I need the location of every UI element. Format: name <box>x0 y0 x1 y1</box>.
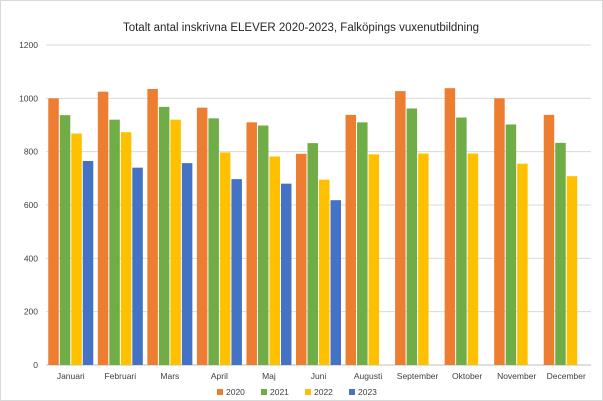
x-tick-label: Juni <box>311 371 327 381</box>
bar-2022-september <box>418 153 429 365</box>
bar-2020-december <box>543 114 555 365</box>
bar-2023-maj <box>280 183 292 365</box>
bar-2022-oktober <box>467 153 479 365</box>
x-tick-label: Mars <box>160 371 179 381</box>
bar-2022-juni <box>319 179 330 365</box>
bar-2020-mars <box>147 89 158 365</box>
bar-2021-maj <box>257 125 269 366</box>
legend-label-2023: 2023 <box>358 387 377 397</box>
legend-swatch-2020 <box>217 389 223 395</box>
bar-2020-juni <box>296 153 307 365</box>
bar-2022-december <box>566 176 578 365</box>
bar-2022-maj <box>269 156 280 365</box>
bar-2022-mars <box>170 119 181 366</box>
bar-2022-november <box>517 163 528 365</box>
bar-2022-augusti <box>368 154 380 365</box>
bar-2021-oktober <box>456 117 467 366</box>
x-tick-label: Februari <box>104 371 136 381</box>
bars <box>48 88 578 366</box>
bar-2022-januari <box>71 133 82 365</box>
bar-2021-februari <box>109 119 120 366</box>
y-tick-label: 1200 <box>19 40 38 50</box>
y-tick-label: 1000 <box>19 93 38 103</box>
bar-2021-november <box>505 124 517 365</box>
bar-2020-oktober <box>444 88 456 365</box>
y-tick-label: 0 <box>33 360 38 370</box>
legend-label-2020: 2020 <box>226 387 245 397</box>
bar-2020-maj <box>246 122 257 365</box>
y-tick-label: 800 <box>24 147 38 157</box>
x-tick-label: Maj <box>262 371 276 381</box>
x-tick-label: Oktober <box>452 371 482 381</box>
bar-2021-december <box>555 142 566 365</box>
bar-2023-juni <box>330 200 341 365</box>
bar-2020-februari <box>97 91 109 366</box>
bar-2023-mars <box>181 163 193 365</box>
y-tick-label: 200 <box>24 307 38 317</box>
bar-2020-januari <box>48 98 59 365</box>
x-tick-label: Januari <box>57 371 85 381</box>
bar-2020-april <box>196 107 208 366</box>
bar-2021-september <box>406 108 418 365</box>
bar-2023-februari <box>132 167 143 365</box>
legend: 2020 2021 2022 2023 <box>217 387 377 397</box>
legend-swatch-2022 <box>305 389 311 395</box>
bar-2020-november <box>494 98 505 365</box>
y-tick-label: 600 <box>24 200 38 210</box>
y-axis: 0 200 400 600 800 1000 1200 <box>19 40 38 370</box>
x-tick-label: December <box>547 371 586 381</box>
bar-2020-september <box>395 91 406 365</box>
x-tick-label: September <box>397 371 439 381</box>
bar-2021-januari <box>59 115 71 365</box>
bar-2022-april <box>219 152 231 365</box>
bar-2023-april <box>231 179 242 365</box>
x-tick-label: Augusti <box>354 371 382 381</box>
legend-label-2022: 2022 <box>314 387 333 397</box>
x-tick-label: November <box>497 371 536 381</box>
bar-2021-augusti <box>357 122 368 365</box>
legend-label-2021: 2021 <box>270 387 289 397</box>
x-axis: Januari Februari Mars April Maj Juni Augusti Se… <box>57 371 586 381</box>
legend-swatch-2021 <box>261 389 267 395</box>
y-tick-label: 400 <box>24 253 38 263</box>
bar-2021-juni <box>307 143 318 365</box>
chart-title: Totalt antal inskrivna ELEVER 2020-2023,… <box>123 22 479 34</box>
legend-swatch-2023 <box>349 389 355 395</box>
bar-2021-april <box>208 118 219 365</box>
bar-2020-augusti <box>345 114 357 365</box>
bar-2021-mars <box>158 106 170 365</box>
x-tick-label: April <box>211 371 228 381</box>
bar-2022-februari <box>120 132 132 365</box>
bar-2023-januari <box>82 161 94 365</box>
